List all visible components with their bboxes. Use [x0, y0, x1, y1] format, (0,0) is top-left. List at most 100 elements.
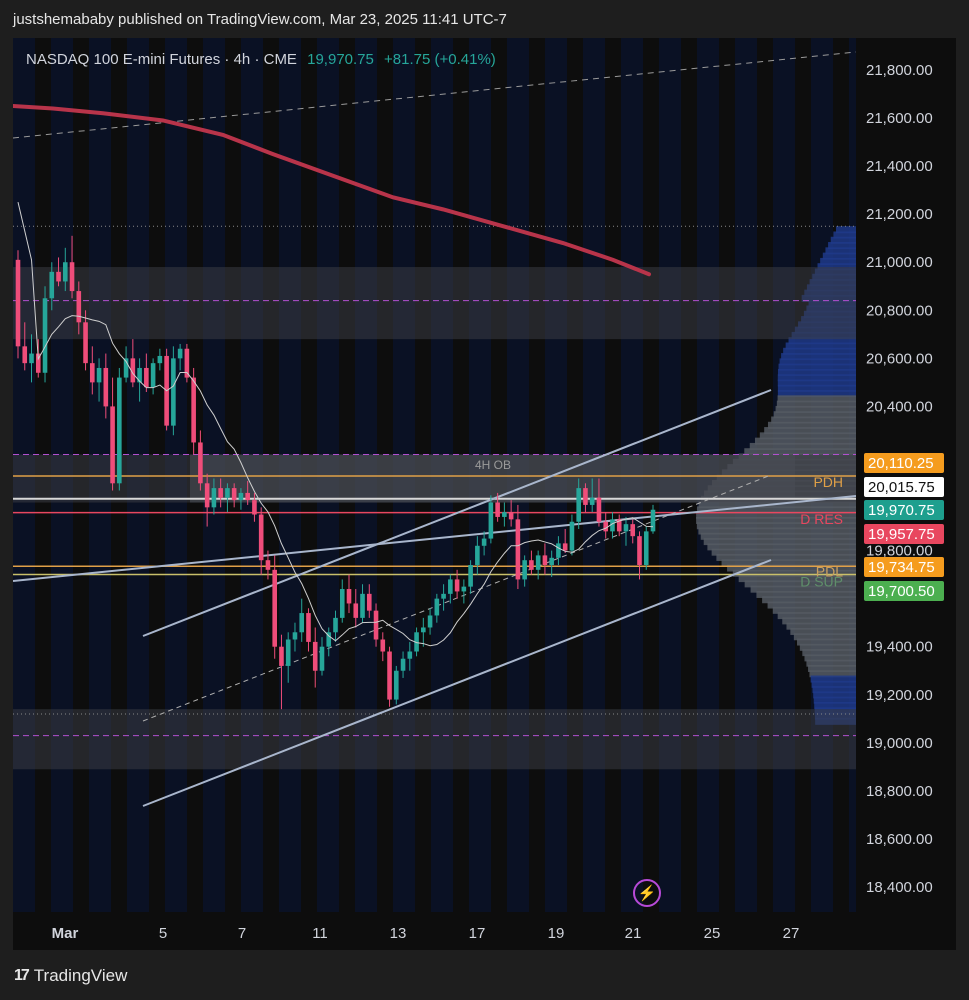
- time-tick-label: 13: [390, 925, 407, 942]
- candle-body: [252, 500, 257, 515]
- symbol-name: NASDAQ 100 E-mini Futures: [26, 51, 221, 68]
- price-tick-label: 18,800.00: [866, 783, 933, 800]
- price-tag-label: 19,734.75: [868, 559, 935, 576]
- profile-bar: [749, 442, 856, 450]
- profile-bar: [813, 691, 856, 699]
- tv-logo-icon: 17: [14, 967, 30, 984]
- candle-body: [637, 536, 642, 566]
- lightning-icon[interactable]: ⚡: [633, 879, 661, 907]
- candle-body: [123, 358, 129, 378]
- price-tick-label: 21,600.00: [866, 110, 933, 127]
- price-tick-label: 19,400.00: [866, 639, 933, 656]
- candle-body: [326, 632, 332, 647]
- candle-body: [596, 497, 602, 522]
- profile-bar: [833, 231, 856, 239]
- candle-body: [272, 569, 278, 647]
- fast-moving-average: [17, 202, 654, 647]
- price-tag-label: 20,015.75: [868, 479, 935, 496]
- profile-bar: [711, 548, 856, 556]
- supply-demand-zone: [13, 267, 856, 340]
- candle-body: [421, 627, 426, 633]
- profile-bar: [700, 532, 856, 540]
- profile-bar: [732, 569, 856, 577]
- symbol-legend[interactable]: NASDAQ 100 E-mini Futures · 4h · CME 19,…: [26, 51, 496, 68]
- tradingview-logo[interactable]: 17 TradingView: [14, 966, 127, 986]
- candle-body: [630, 524, 636, 537]
- time-tick-label: 19: [548, 925, 565, 942]
- time-tick-label: 27: [783, 925, 800, 942]
- candle-body: [616, 519, 622, 532]
- candle-body: [279, 646, 284, 666]
- symbol-exchange: CME: [263, 51, 297, 68]
- candle-body: [569, 521, 575, 551]
- chart-pane[interactable]: 4H OB PDH D RES PDL D SUP: [13, 38, 856, 912]
- candle-body: [393, 670, 399, 700]
- candle-body: [245, 492, 250, 501]
- channel-upper-line: [142, 389, 772, 637]
- candle-body: [103, 367, 109, 407]
- publish-header: justshemababy published on TradingView.c…: [0, 0, 969, 38]
- price-tick-label: 20,600.00: [866, 350, 933, 367]
- candle-body: [427, 615, 433, 628]
- profile-bar: [785, 342, 856, 350]
- candle-body: [373, 610, 379, 640]
- candle-body: [35, 353, 41, 373]
- pdh-label: PDH: [813, 474, 843, 490]
- profile-bar: [727, 564, 856, 572]
- profile-bar: [738, 575, 856, 583]
- candle-body: [69, 262, 75, 292]
- profile-bar: [754, 437, 856, 445]
- price-tick-label: 19,200.00: [866, 687, 933, 704]
- candle-body: [380, 639, 386, 652]
- candle-body: [225, 488, 230, 498]
- candle-body: [90, 363, 95, 383]
- candle-body: [441, 593, 446, 599]
- candle-body: [603, 521, 609, 532]
- profile-bar: [744, 580, 856, 588]
- profile-bar: [750, 585, 856, 593]
- pdl-label: PDL: [816, 564, 843, 580]
- candle-body: [306, 613, 311, 642]
- candle-body: [29, 353, 34, 364]
- candle-body: [191, 377, 196, 443]
- profile-bar: [836, 226, 856, 234]
- profile-bar: [808, 664, 856, 672]
- profile-bar: [777, 384, 856, 392]
- time-axis[interactable]: Mar 5 7 11 13 17 19 21 25 27: [13, 912, 956, 950]
- price-tag-label: 20,110.25: [868, 455, 934, 472]
- candle-body: [171, 358, 176, 426]
- candle-body: [643, 531, 649, 566]
- candle-body: [319, 646, 325, 671]
- candle-body: [549, 557, 554, 566]
- candle-body: [360, 593, 365, 618]
- candle-body: [137, 367, 142, 383]
- profile-bar: [786, 622, 856, 630]
- candle-body: [515, 519, 521, 580]
- candle-body: [535, 555, 541, 570]
- candle-body: [211, 488, 217, 508]
- profile-bar: [744, 448, 856, 456]
- candles: [15, 235, 656, 710]
- profile-bar: [777, 390, 856, 398]
- price-tag: [864, 557, 944, 577]
- profile-bar: [812, 686, 856, 694]
- candle-body: [366, 593, 372, 611]
- profile-bar: [696, 516, 856, 524]
- candle-body: [542, 555, 548, 566]
- profile-bar: [762, 596, 856, 604]
- profile-bar: [721, 559, 856, 567]
- profile-bar: [822, 252, 856, 260]
- candle-body: [576, 488, 581, 522]
- candle-body: [62, 262, 68, 282]
- profile-bar: [776, 400, 856, 408]
- price-axis-canvas: 21,800.00 21,600.00 21,400.00 21,200.00 21,0…: [864, 62, 944, 896]
- candle-body: [204, 483, 210, 508]
- time-tick-label: 21: [625, 925, 642, 942]
- price-axis[interactable]: 21,800.00 21,600.00 21,400.00 21,200.00 21,0…: [856, 38, 956, 912]
- profile-bar: [703, 538, 856, 546]
- profile-bar: [696, 506, 856, 514]
- profile-bar: [778, 363, 856, 371]
- price-tag: [864, 453, 944, 473]
- candle-body: [15, 259, 21, 347]
